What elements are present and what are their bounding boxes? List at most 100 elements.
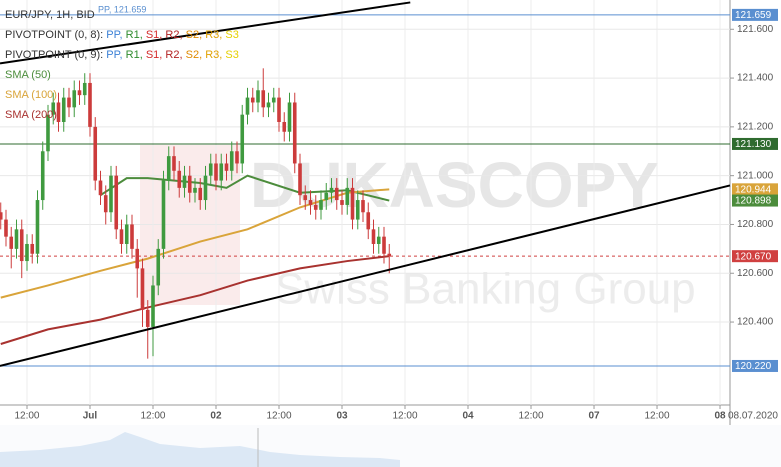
candle-body — [56, 102, 61, 122]
candle-body — [303, 195, 308, 201]
navigator-area — [0, 432, 400, 467]
x-tick-label: 07 — [588, 411, 600, 422]
y-tick-label: 121.000 — [737, 170, 774, 181]
legend-text: S1, — [146, 49, 163, 61]
legend-text: PP, — [106, 49, 122, 61]
candle-body — [376, 236, 381, 244]
chart-title: EUR/JPY, 1H, BID — [5, 9, 95, 21]
price-tag-label: 120.670 — [735, 251, 772, 262]
candle-body — [256, 90, 260, 103]
candle-body — [366, 212, 371, 230]
candle-body — [114, 175, 119, 230]
candle-body — [266, 102, 271, 108]
candle-body — [340, 200, 344, 205]
x-tick-label: 04 — [462, 411, 474, 422]
candle-body — [93, 126, 98, 181]
legend-text: S1, — [146, 29, 163, 41]
x-tick-label: 12:00 — [14, 411, 39, 422]
candle-body — [324, 192, 329, 201]
legend-entry: SMA (50) — [5, 69, 51, 81]
price-tag-label: 121.130 — [735, 139, 772, 150]
price-tag: 120.220 — [732, 359, 778, 372]
y-tick-label: 120.600 — [737, 268, 774, 279]
plot: DUKASCOPY Swiss Banking Group 120.400 120.6… — [0, 0, 778, 422]
legend-text: SMA (100) — [5, 89, 57, 101]
x-tick-label: 12:00 — [645, 411, 670, 422]
price-tag-bg — [732, 194, 778, 207]
price-tag: 121.659 — [732, 8, 778, 21]
candle-body — [35, 200, 40, 254]
candle-body — [98, 180, 103, 196]
candle-body — [4, 219, 8, 237]
legend-text: PIVOTPOINT (0, 9): — [5, 49, 103, 61]
candle-body — [229, 151, 234, 171]
candle-body — [151, 285, 155, 327]
price-tag-label: 121.659 — [735, 10, 772, 21]
navigator — [0, 425, 781, 467]
candle-body — [250, 97, 255, 103]
legend-text: PP, — [106, 29, 122, 41]
candle-body — [30, 243, 35, 254]
candle-body — [82, 82, 87, 96]
trend-line — [0, 184, 731, 367]
candle-body — [361, 200, 365, 213]
candle-body — [198, 187, 203, 201]
candle-body — [77, 90, 82, 96]
candle-body — [355, 200, 360, 220]
legend-text: R1, — [126, 49, 143, 61]
candle-body — [203, 175, 208, 201]
candle-body — [245, 97, 250, 115]
candle-body — [72, 90, 77, 108]
candle-body — [371, 229, 376, 244]
price-tag-bg — [732, 8, 778, 21]
legend-text: S3 — [225, 49, 238, 61]
y-tick-label: 121.200 — [737, 122, 774, 133]
candle-body — [172, 156, 176, 171]
price-tag-bg — [732, 359, 778, 372]
legend-text: R1, — [126, 29, 143, 41]
candle-body — [287, 102, 292, 132]
candle-body — [51, 102, 56, 115]
legend-text: R2, — [165, 29, 182, 41]
date-label: 08.07.2020 — [728, 411, 778, 422]
candle-body — [292, 102, 297, 164]
level-label: PP, 121.659 — [98, 4, 146, 14]
candle-body — [103, 195, 108, 213]
candle-body — [25, 243, 29, 262]
x-tick-label: 12:00 — [266, 411, 291, 422]
watermark: DUKASCOPY — [250, 149, 659, 221]
candle-body — [145, 309, 150, 327]
candle-body — [313, 204, 318, 210]
candle-body — [329, 187, 334, 193]
candle-body — [187, 175, 192, 193]
candle-body — [19, 229, 24, 262]
legend-text: SMA (200) — [5, 109, 57, 121]
candle-body — [182, 175, 187, 188]
candle-body — [124, 224, 129, 244]
x-tick-label: 12:00 — [392, 411, 417, 422]
price-tag-bg — [732, 250, 778, 263]
price-tag: 120.944 — [732, 183, 778, 195]
candle-body — [219, 163, 224, 181]
candle-body — [161, 180, 166, 249]
legend-text: R3, — [205, 49, 222, 61]
candle-body — [261, 90, 266, 108]
sma-line — [0, 255, 390, 345]
candle-body — [14, 229, 19, 249]
price-tag: 121.130 — [732, 137, 778, 150]
candle-body — [298, 163, 302, 196]
candle-body — [387, 253, 392, 257]
legend-text: S2, — [186, 29, 203, 41]
candle-body — [166, 156, 171, 181]
candle-body — [193, 187, 197, 193]
legend-text: R3, — [205, 29, 222, 41]
candle-body — [140, 268, 145, 310]
candle-body — [277, 97, 281, 122]
legend-text: PIVOTPOINT (0, 8): — [5, 29, 103, 41]
candle-body — [40, 151, 45, 201]
legend-entry: PIVOTPOINT (0, 8): PP, R1, S1, R2, S2, R… — [5, 29, 239, 41]
y-tick-label: 121.600 — [737, 24, 774, 35]
